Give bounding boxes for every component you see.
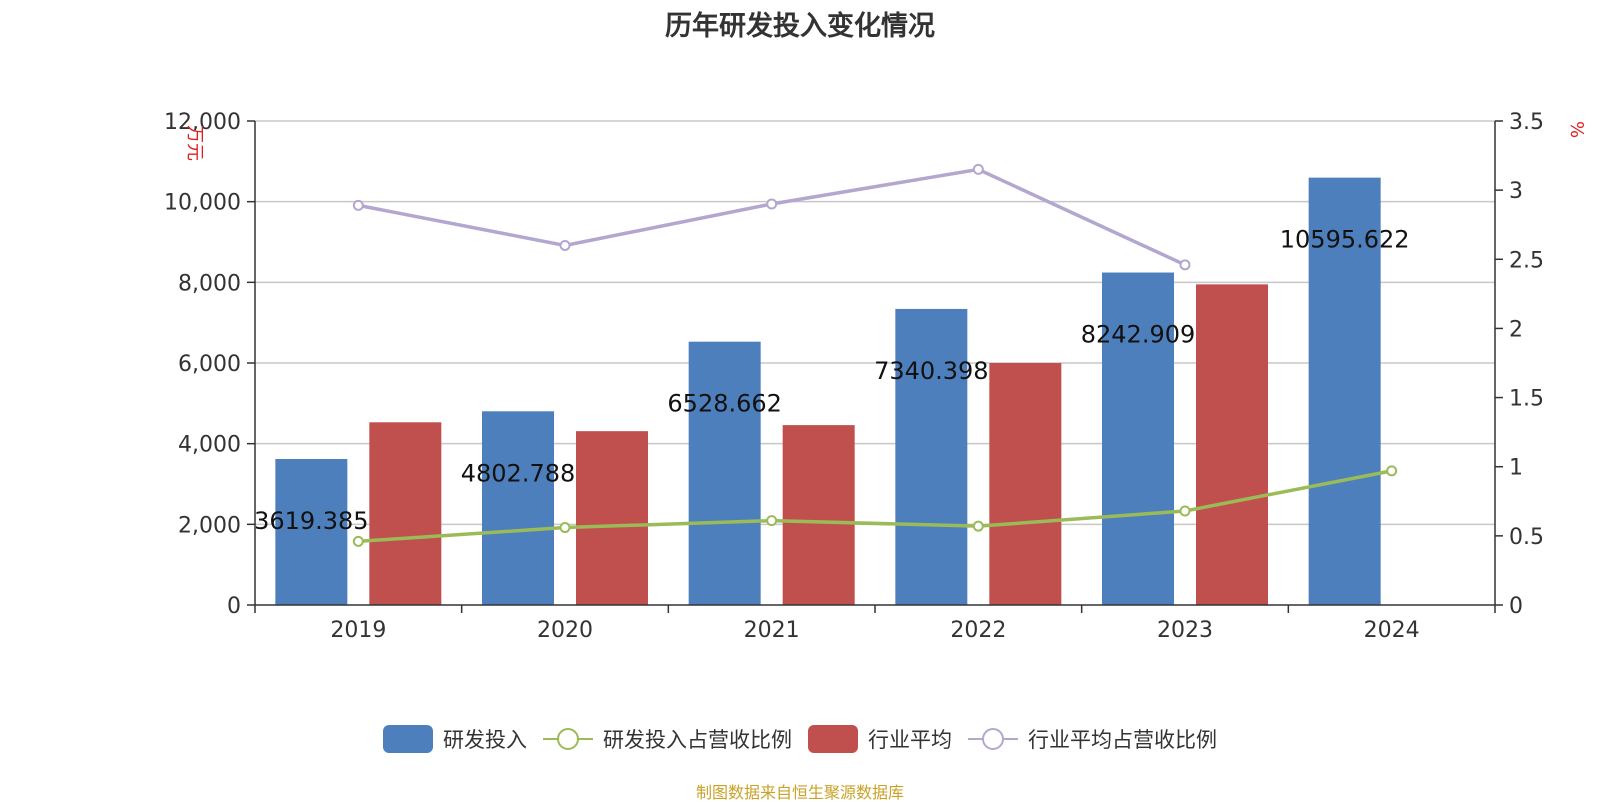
left-tick-label: 0 — [227, 594, 241, 619]
point-avg-ratio — [972, 163, 984, 175]
x-tick-label: 2022 — [950, 618, 1006, 643]
point-rd-ratio — [1386, 465, 1398, 477]
x-tick-label: 2023 — [1157, 618, 1213, 643]
left-tick-label: 8,000 — [178, 271, 241, 296]
data-label-rd: 3619.385 — [254, 507, 369, 535]
right-tick-label: 1 — [1509, 456, 1523, 481]
legend-item-avg-ratio[interactable]: 行业平均占营收比例 — [968, 724, 1217, 754]
point-rd-ratio — [352, 535, 364, 547]
point-avg-ratio — [1179, 259, 1191, 271]
point-rd-ratio — [972, 520, 984, 532]
legend-label-avg-ratio: 行业平均占营收比例 — [1028, 728, 1217, 752]
bar-avg — [576, 431, 648, 605]
legend-swatch-avg — [808, 725, 858, 753]
x-tick-label: 2024 — [1364, 618, 1420, 643]
right-axis-unit: % — [1566, 121, 1587, 138]
chart-title: 历年研发投入变化情况 — [665, 11, 935, 42]
left-axis-unit: 万元 — [184, 125, 205, 161]
x-tick-label: 2019 — [330, 618, 386, 643]
right-tick-label: 0.5 — [1509, 525, 1544, 550]
right-tick-label: 3.5 — [1509, 110, 1544, 135]
line-rd-ratio — [358, 469, 1392, 544]
right-tick-label: 3 — [1509, 179, 1523, 204]
legend-label-avg: 行业平均 — [868, 728, 952, 752]
bar-rd — [688, 341, 761, 605]
bar-rd — [275, 459, 348, 605]
point-avg-ratio — [559, 239, 571, 251]
right-tick-label: 2.5 — [1509, 248, 1544, 273]
x-tick-label: 2020 — [537, 618, 593, 643]
line-avg-ratio — [357, 167, 1186, 267]
source-note: 制图数据来自恒生聚源数据库 — [695, 783, 904, 802]
bar-rd — [482, 411, 554, 605]
axes: 0 2,000 4,000 6,000 8,000 10,000 12,000 0 0.5 1 1.… — [164, 110, 1587, 643]
bar-avg — [989, 363, 1062, 605]
point-rd-ratio — [766, 515, 778, 527]
legend-swatch-rd — [383, 725, 433, 753]
grid-lines — [255, 120, 1495, 526]
legend-item-rd-ratio[interactable]: 研发投入占营收比例 — [543, 724, 792, 754]
left-tick-label: 4,000 — [178, 433, 241, 458]
legend-marker — [982, 728, 1004, 750]
legend-swatch-avg-ratio — [968, 728, 1018, 750]
bar-avg — [782, 425, 855, 605]
point-avg-ratio — [352, 199, 364, 211]
data-label-rd: 10595.622 — [1280, 226, 1410, 254]
legend-swatch-rd-ratio — [543, 728, 593, 750]
bar-rd — [1102, 272, 1174, 605]
data-labels: 3619.385 4802.788 6528.662 7340.398 8242.909… — [254, 226, 1409, 535]
bar-rd — [1308, 177, 1381, 605]
data-label-rd: 4802.788 — [461, 459, 576, 487]
legend-item-avg[interactable]: 行业平均 — [808, 724, 952, 754]
data-label-rd: 6528.662 — [667, 390, 782, 418]
right-tick-label: 1.5 — [1509, 387, 1544, 412]
left-tick-label: 6,000 — [178, 352, 241, 377]
point-avg-ratio — [766, 198, 778, 210]
right-tick-label: 2 — [1509, 317, 1523, 342]
left-tick-label: 2,000 — [178, 513, 241, 538]
bar-avg — [369, 422, 442, 605]
left-tick-label: 12,000 — [164, 110, 241, 135]
data-label-rd: 8242.909 — [1081, 321, 1196, 349]
bar-avg — [1196, 284, 1268, 605]
point-rd-ratio — [559, 522, 571, 534]
bar-group — [275, 177, 1381, 605]
bar-rd — [895, 308, 968, 605]
legend-item-rd[interactable]: 研发投入 — [383, 724, 527, 754]
legend: 研发投入 研发投入占营收比例 行业平均 行业平均占营收比例 — [0, 722, 1600, 756]
x-tick-label: 2021 — [744, 618, 800, 643]
right-tick-label: 0 — [1509, 594, 1523, 619]
legend-label-rd: 研发投入 — [443, 728, 527, 752]
legend-marker — [557, 728, 579, 750]
left-tick-label: 10,000 — [164, 191, 241, 216]
line-group — [352, 163, 1398, 547]
data-label-rd: 7340.398 — [874, 357, 989, 385]
point-rd-ratio — [1179, 505, 1191, 517]
legend-label-rd-ratio: 研发投入占营收比例 — [603, 728, 792, 752]
